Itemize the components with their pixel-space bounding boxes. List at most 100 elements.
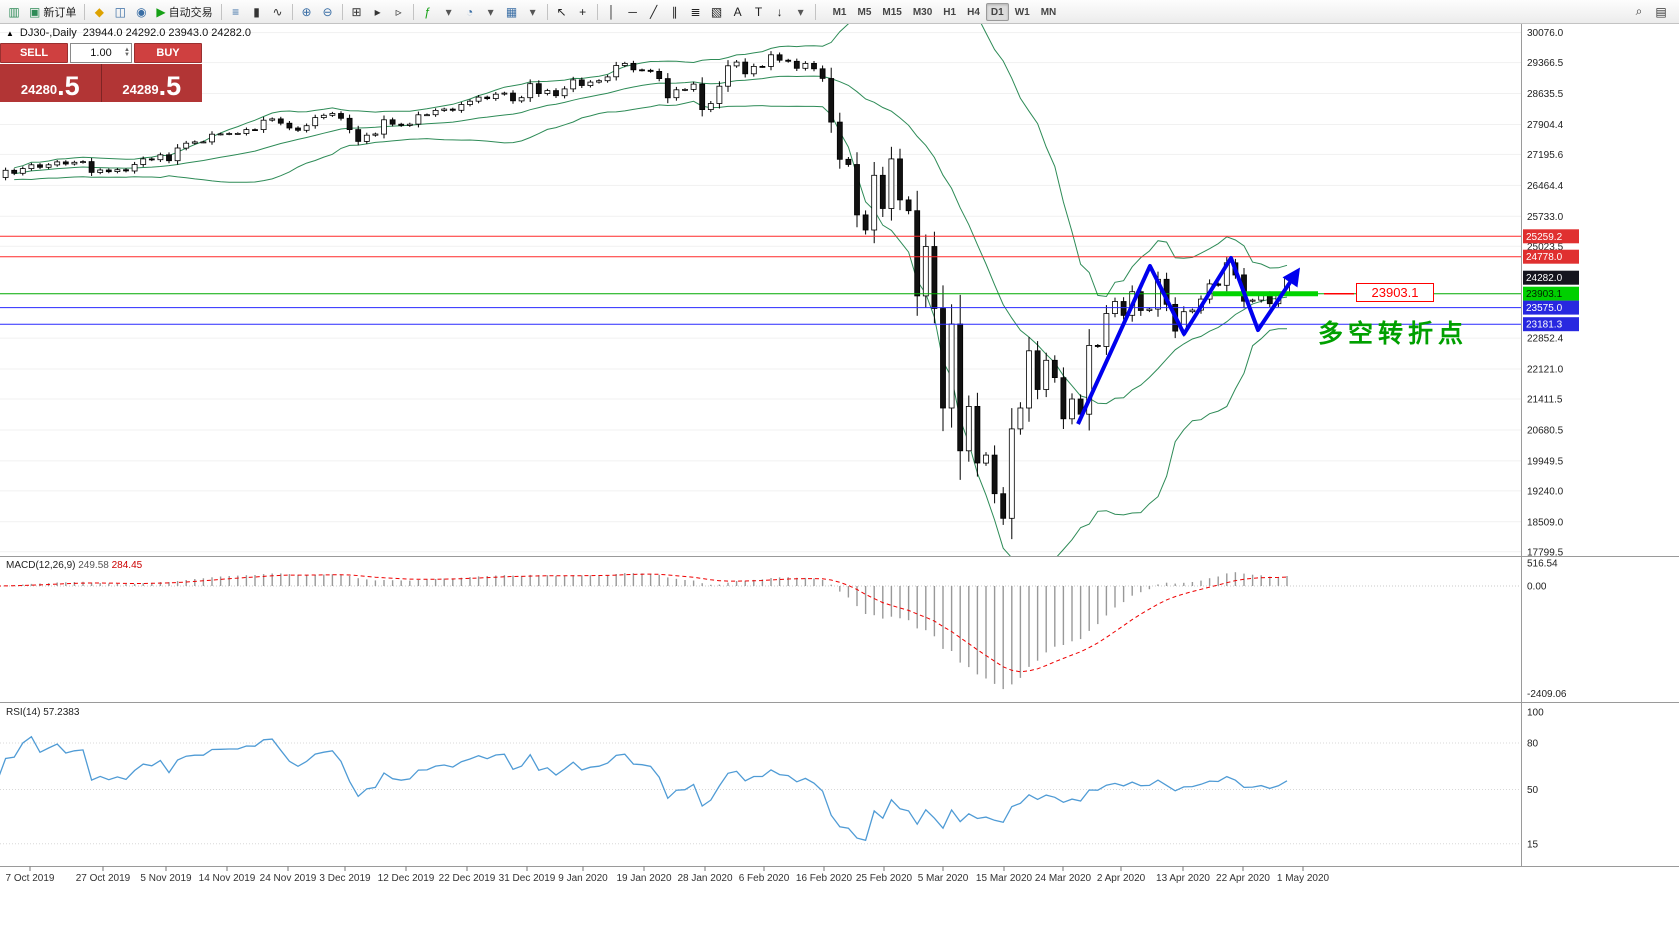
volume-spinner[interactable]: ▲ ▼ (124, 44, 130, 62)
channel-button[interactable]: ∥ (665, 2, 685, 22)
toolbar-separator (84, 3, 86, 20)
svg-text:15 Mar 2020: 15 Mar 2020 (976, 873, 1033, 884)
zigzag-annotation[interactable] (1076, 256, 1301, 425)
chart-title: ▲ DJ30-,Daily 23944.0 24292.0 23943.0 24… (6, 27, 251, 39)
vertical-line-button[interactable]: │ (602, 2, 622, 22)
crosshair-button[interactable]: + (573, 2, 593, 22)
shapes-icon: ▧ (710, 4, 723, 19)
zoom-in-button[interactable]: ⊕ (297, 2, 317, 22)
label-button[interactable]: T (749, 2, 769, 22)
chart-window-icon: ▤ (1655, 4, 1667, 19)
styler-button[interactable]: ◆ (89, 2, 109, 22)
spinner-down-icon[interactable]: ▼ (124, 52, 130, 58)
turning-point-annotation[interactable]: 多空转折点 (1318, 320, 1469, 348)
timeframe-m15[interactable]: M15 (882, 6, 902, 18)
chart-window-button[interactable]: ▤ (1651, 2, 1671, 22)
macd-indicator-label: MACD(12,26,9) 249.58 284.45 (6, 560, 142, 571)
price-badge: 25259.2 (1523, 229, 1579, 244)
buy-button[interactable]: BUY (134, 43, 202, 63)
horizontal-line-button[interactable]: ─ (623, 2, 643, 22)
templates-button[interactable]: ▦ (502, 2, 522, 22)
text-button[interactable]: A (728, 2, 748, 22)
trendline-button[interactable]: ╱ (644, 2, 664, 22)
svg-text:25733.0: 25733.0 (1527, 212, 1564, 223)
autotrading-button[interactable]: ▶ 自动交易 (152, 2, 216, 22)
templates-icon: ▾ (529, 4, 536, 19)
arrows-icon: ↓ (776, 4, 783, 19)
timeframe-m1[interactable]: M1 (832, 6, 847, 18)
rsi-indicator-label: RSI(14) 57.2383 (6, 707, 79, 718)
market-depth-icon: ◫ (114, 4, 127, 19)
line-chart-button[interactable]: ∿ (268, 2, 288, 22)
periods-icon: ◔ (465, 4, 474, 19)
rsi-axis-labels: 100 80 50 15 (1527, 708, 1544, 851)
trade-buttons-row: SELL 1.00 ▲ ▼ BUY (0, 43, 202, 63)
price-badge: 23181.3 (1523, 317, 1579, 332)
market-depth-button[interactable]: ◫ (110, 2, 130, 22)
svg-text:14 Nov 2019: 14 Nov 2019 (199, 873, 256, 884)
indicators-button[interactable]: ƒ (418, 2, 438, 22)
price-badge: 23903.1 (1523, 286, 1579, 301)
community-button[interactable]: ◉ (131, 2, 151, 22)
objects-dropdown[interactable]: ▾ (791, 2, 811, 22)
price-badge: 24778.0 (1523, 249, 1579, 264)
timeframe-w1[interactable]: W1 (1014, 6, 1030, 18)
label-icon: T (754, 4, 763, 19)
timeframe-h1[interactable]: H1 (943, 6, 957, 18)
buy-price[interactable]: 24289.5 (101, 64, 202, 102)
macd-histogram (4, 572, 1288, 690)
price-axis-labels: 30076.0 29366.5 28635.5 27904.4 27195.6 26464… (1527, 28, 1564, 558)
svg-text:22 Dec 2019: 22 Dec 2019 (439, 873, 496, 884)
bar-chart-button[interactable]: ≡ (226, 2, 246, 22)
periods-button[interactable]: ◔ (460, 2, 480, 22)
search-button[interactable]: ⌕ (1629, 2, 1649, 22)
toolbar-separator (546, 3, 548, 20)
chart-collapse-icon[interactable]: ▲ (6, 28, 14, 38)
chart-shift-button[interactable]: ▹ (389, 2, 409, 22)
rsi-level-lines (0, 742, 1522, 845)
arrows-button[interactable]: ↓ (770, 2, 790, 22)
periods-dropdown[interactable]: ▾ (481, 2, 501, 22)
toolbar-separator (814, 3, 816, 20)
sell-price[interactable]: 24280.5 (0, 64, 101, 102)
svg-text:24 Mar 2020: 24 Mar 2020 (1035, 873, 1092, 884)
indicators-dropdown[interactable]: ▾ (439, 2, 459, 22)
new-order-icon: ▣ (29, 4, 41, 19)
spinner-up-icon[interactable]: ▲ (124, 47, 130, 53)
svg-text:0.00: 0.00 (1527, 582, 1547, 593)
zoom-out-button[interactable]: ⊖ (318, 2, 338, 22)
symbol-name: DJ30-,Daily (19, 27, 77, 39)
timeframe-m30[interactable]: M30 (912, 6, 933, 18)
shapes-button[interactable]: ▧ (707, 2, 727, 22)
svg-text:15: 15 (1527, 839, 1539, 850)
macd-signal-line (0, 573, 1288, 673)
autotrading-icon: ▶ (156, 4, 166, 19)
candlestick-chart-button[interactable]: ▮ (247, 2, 267, 22)
tile-windows-button[interactable]: ⊞ (347, 2, 367, 22)
toolbar-separator (220, 3, 222, 20)
auto-scroll-button[interactable]: ▸ (368, 2, 388, 22)
price-annotation-label[interactable]: 23903.1 (1356, 283, 1434, 302)
bollinger-bands[interactable] (14, 0, 1288, 566)
svg-text:3 Dec 2019: 3 Dec 2019 (319, 873, 371, 884)
svg-text:27195.6: 27195.6 (1527, 150, 1564, 161)
trade-prices-row: 24280.5 24289.5 (0, 64, 202, 102)
search-icon: ⌕ (1635, 4, 1643, 18)
toolbar: ▥ ▣ 新订单 ◆ ◫ ◉ ▶ 自动交易 ≡ ▮ ∿ ⊕ ⊖ ⊞ ▸ ▹ ƒ ▾ ◔ ▾ ▦ ▾ ↖ + │ ─ ╱ ∥ ≣ ▧ A T ↓ ▾ M… (0, 0, 1679, 24)
new-order-button[interactable]: ▣ 新订单 (25, 2, 80, 22)
fibonacci-button[interactable]: ≣ (686, 2, 706, 22)
sell-button[interactable]: SELL (0, 43, 68, 63)
toolbar-right-group: ⌕ ▤ (1629, 2, 1675, 22)
rsi-line (0, 735, 1288, 842)
svg-text:13 Apr 2020: 13 Apr 2020 (1156, 873, 1210, 884)
timeframe-h4[interactable]: H4 (967, 6, 980, 18)
charts-button[interactable]: ▥ (4, 2, 24, 22)
timeframe-mn[interactable]: MN (1040, 6, 1057, 18)
charts-icon: ▥ (8, 4, 20, 19)
timeframe-d1[interactable]: D1 (985, 2, 1009, 21)
timeframe-m5[interactable]: M5 (857, 6, 872, 18)
templates-dropdown[interactable]: ▾ (523, 2, 543, 22)
volume-input[interactable]: 1.00 ▲ ▼ (70, 43, 132, 63)
cursor-button[interactable]: ↖ (552, 2, 572, 22)
